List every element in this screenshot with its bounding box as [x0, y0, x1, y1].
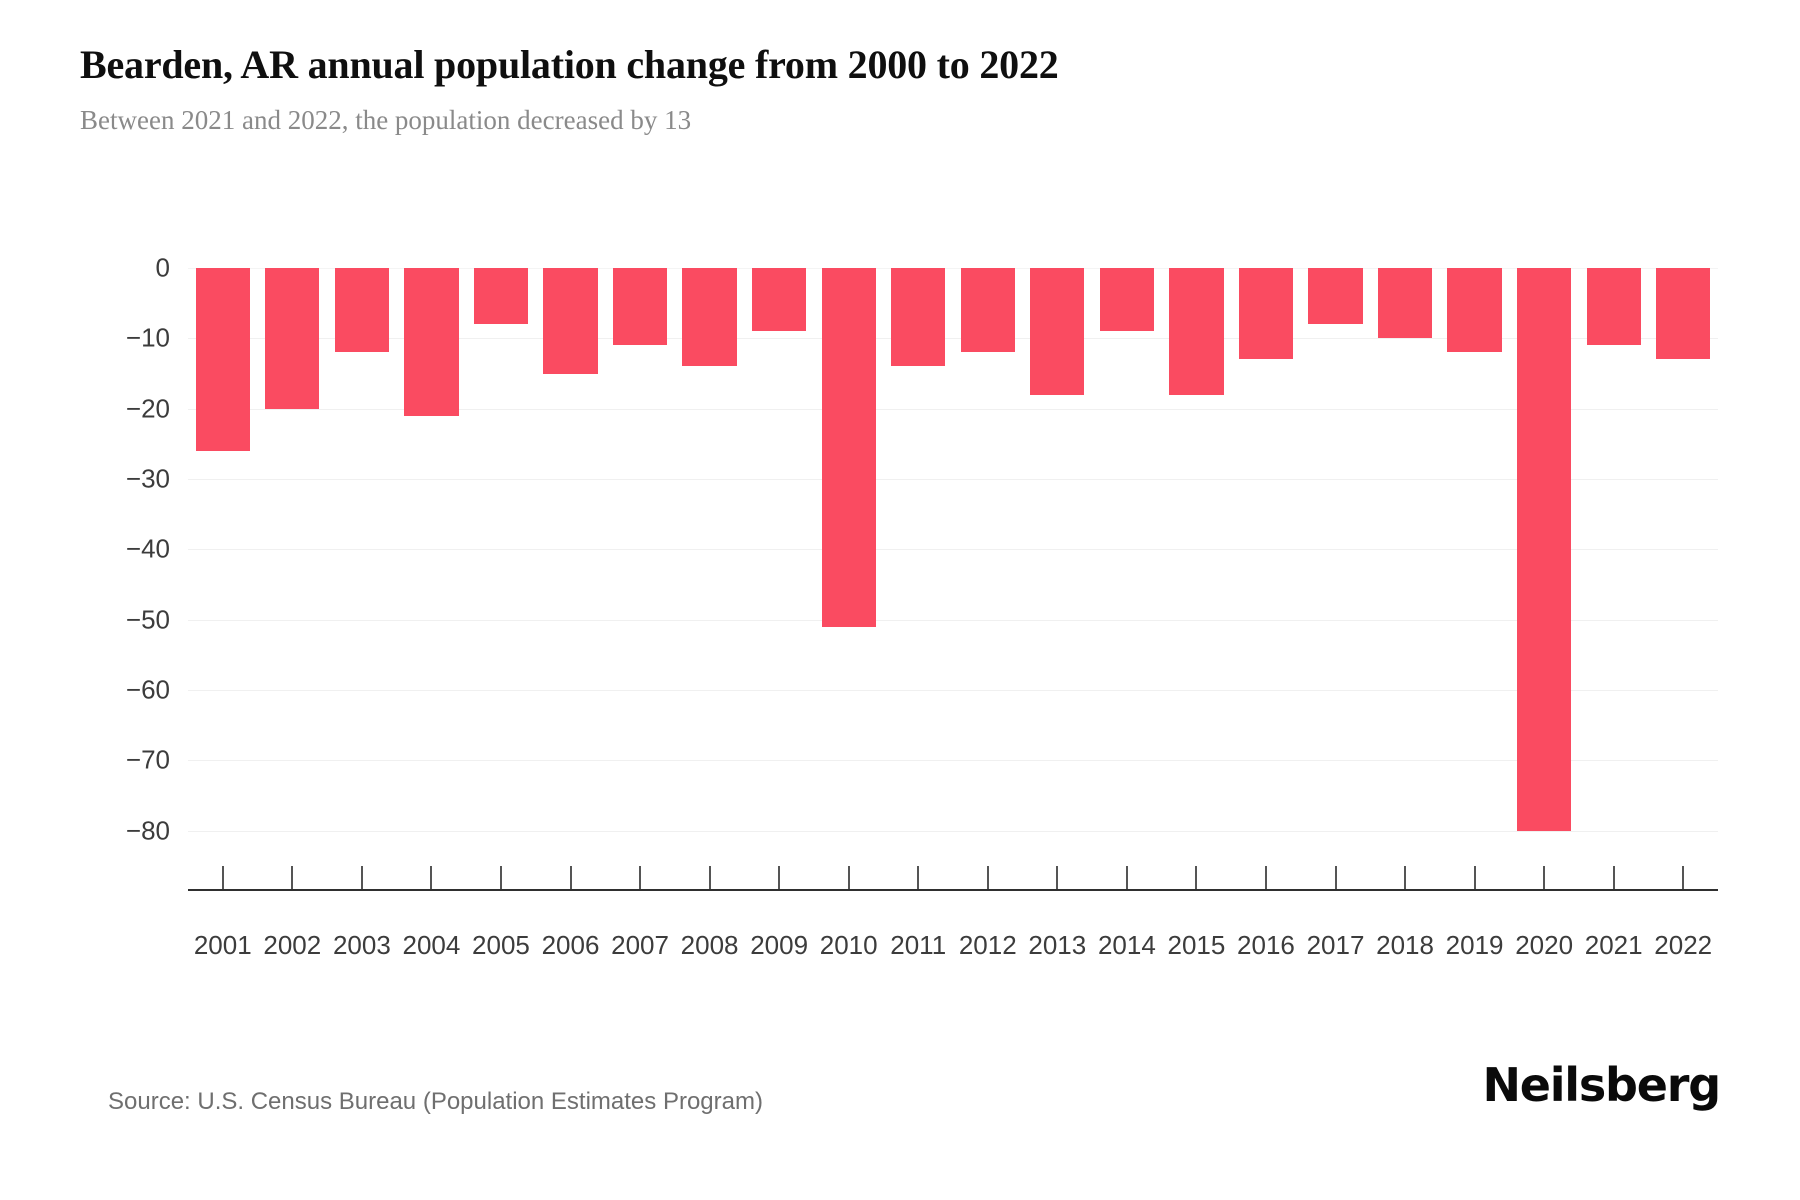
x-axis-tick — [1056, 866, 1059, 889]
y-axis-labels: 0 −10 −20 −30 −40 −50 −60 −70 −80 — [88, 253, 170, 866]
gridline — [188, 690, 1718, 692]
x-axis-tick-label: 2005 — [472, 930, 530, 960]
x-axis-tick-label: 2017 — [1306, 930, 1365, 960]
x-axis-tick — [1264, 866, 1267, 889]
x-axis-tick — [221, 866, 224, 889]
x-axis-tick-label: 2016 — [1237, 930, 1295, 960]
bar-2007[interactable] — [612, 268, 668, 346]
x-axis-tick-label: 2007 — [611, 930, 669, 960]
chart-header: Bearden, AR annual population change fro… — [80, 42, 1680, 136]
x-axis-ticks — [188, 866, 1718, 889]
x-axis-tick-label: 2012 — [958, 930, 1017, 960]
bar-2006[interactable] — [543, 268, 598, 374]
y-axis-tick-label: −70 — [125, 744, 170, 775]
bar-2015[interactable] — [1169, 268, 1224, 395]
x-axis-tick-label: 2004 — [402, 930, 461, 960]
page-title: Bearden, AR annual population change fro… — [80, 42, 1059, 87]
bar-2011[interactable] — [891, 268, 946, 367]
bar-series — [188, 268, 1718, 866]
x-axis-tick-label: 2006 — [541, 930, 600, 960]
y-axis-tick-label: −40 — [125, 533, 170, 564]
x-axis-tick — [917, 866, 920, 889]
x-axis-tick-label: 2022 — [1654, 930, 1713, 960]
x-axis-tick — [1682, 866, 1685, 889]
x-axis-tick — [569, 866, 572, 889]
source-note: Source: U.S. Census Bureau (Population E… — [108, 1088, 763, 1115]
x-axis-tick — [291, 866, 294, 889]
y-axis-tick-label: −50 — [125, 604, 170, 635]
gridline — [188, 479, 1718, 481]
x-axis-tick — [708, 866, 711, 889]
x-axis-tick-label: 2021 — [1584, 930, 1643, 960]
x-axis-labels: 2001 2002 2003 2004 2005 2006 2007 2008 2009 2010… — [188, 930, 1718, 970]
bar-2010[interactable] — [821, 268, 876, 627]
y-axis-tick-label: −30 — [125, 463, 170, 494]
x-axis-tick — [778, 866, 781, 889]
y-axis-tick-label: −80 — [125, 815, 170, 846]
x-axis-tick — [986, 866, 989, 889]
x-axis-tick-label: 2020 — [1515, 930, 1574, 960]
x-axis-tick-label: 2003 — [332, 930, 391, 960]
x-axis-tick — [1473, 866, 1476, 889]
y-axis-tick-label: −20 — [125, 393, 170, 424]
bar-2018[interactable] — [1377, 268, 1433, 339]
x-axis-tick — [1543, 866, 1546, 889]
x-axis-tick-label: 2019 — [1445, 930, 1504, 960]
bar-2002[interactable] — [265, 268, 320, 409]
bar-2003[interactable] — [334, 268, 389, 353]
x-axis-tick — [360, 866, 363, 889]
x-axis-tick — [499, 866, 502, 889]
bar-2022[interactable] — [1656, 268, 1711, 360]
bar-2009[interactable] — [752, 268, 807, 332]
bar-2012[interactable] — [960, 268, 1015, 353]
x-axis-tick-label: 2011 — [890, 930, 947, 960]
bar-2016[interactable] — [1238, 268, 1294, 360]
x-axis-tick-label: 2013 — [1028, 930, 1087, 960]
gridline — [188, 268, 1718, 269]
x-axis-tick — [1195, 866, 1198, 889]
gridline — [188, 830, 1718, 832]
x-axis-tick — [1404, 866, 1407, 889]
bar-2001[interactable] — [195, 268, 250, 451]
bar-2017[interactable] — [1308, 268, 1363, 325]
gridline — [188, 408, 1718, 410]
x-axis-tick-label: 2014 — [1097, 930, 1156, 960]
x-axis-tick-label: 2008 — [680, 930, 739, 960]
chart-subtitle: Between 2021 and 2022, the population de… — [80, 105, 692, 135]
bar-2013[interactable] — [1030, 268, 1085, 395]
bar-2014[interactable] — [1099, 268, 1154, 332]
x-axis-tick-label: 2009 — [750, 930, 809, 960]
x-axis-tick-label: 2010 — [819, 930, 878, 960]
x-axis-tick — [847, 866, 850, 889]
bar-2020[interactable] — [1517, 268, 1572, 831]
y-axis-tick-label: −60 — [125, 674, 170, 705]
gridline — [188, 549, 1718, 551]
x-axis-tick-label: 2001 — [193, 930, 252, 960]
bar-2005[interactable] — [473, 268, 529, 325]
y-axis-tick-label: −10 — [125, 322, 170, 353]
x-axis-tick — [1612, 866, 1615, 889]
y-axis-tick-label: 0 — [155, 252, 170, 283]
gridline — [188, 338, 1718, 340]
bar-2019[interactable] — [1447, 268, 1502, 353]
x-axis-tick — [430, 866, 433, 889]
bar-2021[interactable] — [1586, 268, 1641, 346]
bar-2008[interactable] — [682, 268, 737, 367]
x-axis-tick — [639, 866, 642, 889]
bar-2004[interactable] — [404, 268, 459, 416]
x-axis-tick-label: 2002 — [263, 930, 322, 960]
gridline — [188, 619, 1718, 621]
brand-logo: Neilsberg — [1482, 1058, 1721, 1112]
gridline — [188, 760, 1718, 762]
chart-footer: Source: U.S. Census Bureau (Population E… — [0, 1058, 1800, 1140]
x-axis-tick — [1334, 866, 1337, 889]
x-axis-tick-label: 2018 — [1376, 930, 1434, 960]
x-axis-tick — [1125, 866, 1128, 889]
x-axis-tick-label: 2015 — [1167, 930, 1226, 960]
x-axis-line — [188, 889, 1718, 891]
gridlines-group — [188, 268, 1718, 866]
